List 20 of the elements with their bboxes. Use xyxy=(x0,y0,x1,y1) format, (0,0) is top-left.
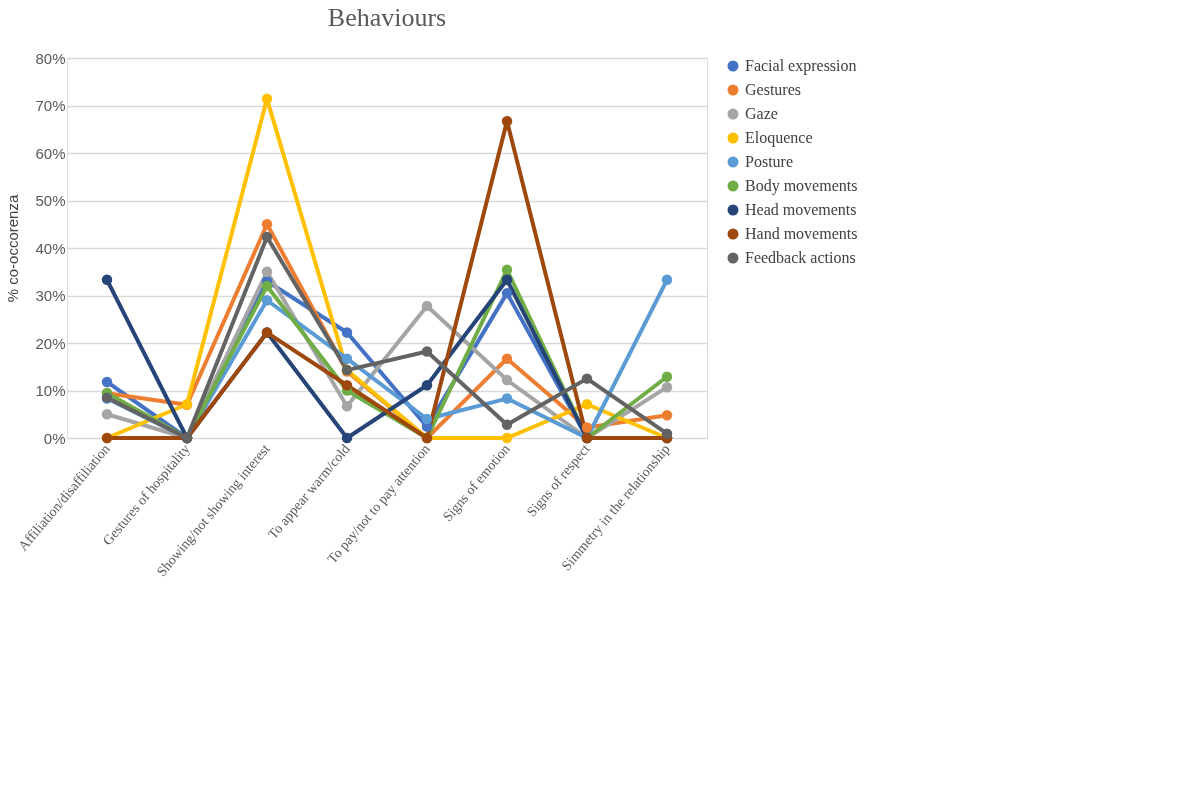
legend-label: Eloquence xyxy=(745,129,813,147)
legend-label: Gaze xyxy=(745,105,778,122)
legend-label: Head movements xyxy=(745,201,857,218)
y-tick-label: 40% xyxy=(35,239,66,257)
y-tick-label: 0% xyxy=(43,429,66,447)
y-tick-label: 80% xyxy=(35,49,66,67)
y-tick-label: 20% xyxy=(35,334,66,352)
legend-label: Feedback actions xyxy=(745,249,856,266)
legend-label: Body movements xyxy=(745,177,858,195)
y-tick-label: 70% xyxy=(35,97,66,114)
y-axis-title: % co-occorenza xyxy=(4,194,22,303)
y-tick-label: 60% xyxy=(35,144,66,162)
y-tick-label: 30% xyxy=(35,287,66,304)
legend-label: Facial expression xyxy=(745,57,857,75)
chart-title: Behaviours xyxy=(327,3,447,32)
y-tick-label: 50% xyxy=(35,192,66,209)
legend-label: Posture xyxy=(745,153,793,170)
legend-label: Hand movements xyxy=(745,225,858,242)
legend-label: Gestures xyxy=(745,81,801,98)
y-tick-label: 10% xyxy=(35,382,66,399)
